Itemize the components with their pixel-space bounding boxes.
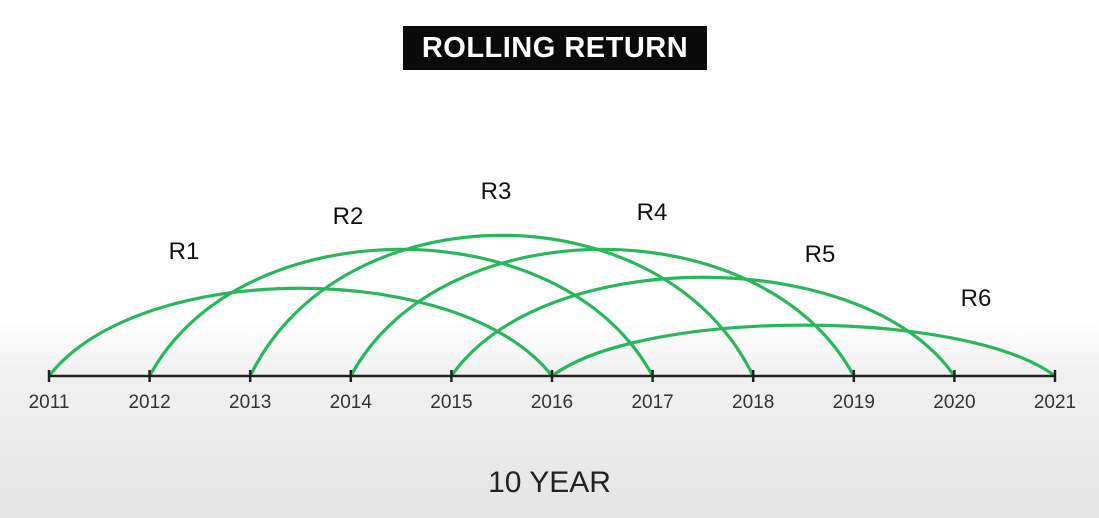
year-label: 2011 xyxy=(29,392,70,413)
period-label-r2: R2 xyxy=(333,203,364,230)
year-label: 2015 xyxy=(430,392,472,413)
rolling-arc-r6 xyxy=(551,323,1056,378)
period-label-r6: R6 xyxy=(961,285,992,312)
rolling-arc-r1 xyxy=(47,286,554,377)
rolling-arc-r2 xyxy=(148,247,655,377)
year-label: 2020 xyxy=(933,392,975,413)
period-label-r3: R3 xyxy=(481,178,512,205)
period-label-r1: R1 xyxy=(169,238,200,265)
year-label: 2019 xyxy=(833,392,875,413)
rolling-arc-r3 xyxy=(248,233,755,377)
year-label: 2013 xyxy=(229,392,271,413)
rolling-arc-r5 xyxy=(450,275,956,377)
period-labels: R1 R2 R3 R4 R5 R6 xyxy=(169,178,992,312)
year-label: 2012 xyxy=(128,392,170,413)
year-label: 2018 xyxy=(732,392,774,413)
year-labels: 2011 2012 2013 2014 2015 2016 2017 2018 2019 2020… xyxy=(29,392,1077,413)
year-label: 2021 xyxy=(1034,392,1076,413)
period-label-r5: R5 xyxy=(805,241,836,268)
timeline-ticks xyxy=(47,370,1057,382)
rolling-arc-r4 xyxy=(349,247,856,377)
diagram-title: ROLLING RETURN xyxy=(403,26,707,70)
year-label: 2016 xyxy=(531,392,573,413)
period-length-label: 10 YEAR xyxy=(488,466,611,499)
year-label: 2017 xyxy=(631,392,673,413)
return-arcs xyxy=(47,233,1056,378)
period-label-r4: R4 xyxy=(637,199,668,226)
year-label: 2014 xyxy=(330,392,373,413)
